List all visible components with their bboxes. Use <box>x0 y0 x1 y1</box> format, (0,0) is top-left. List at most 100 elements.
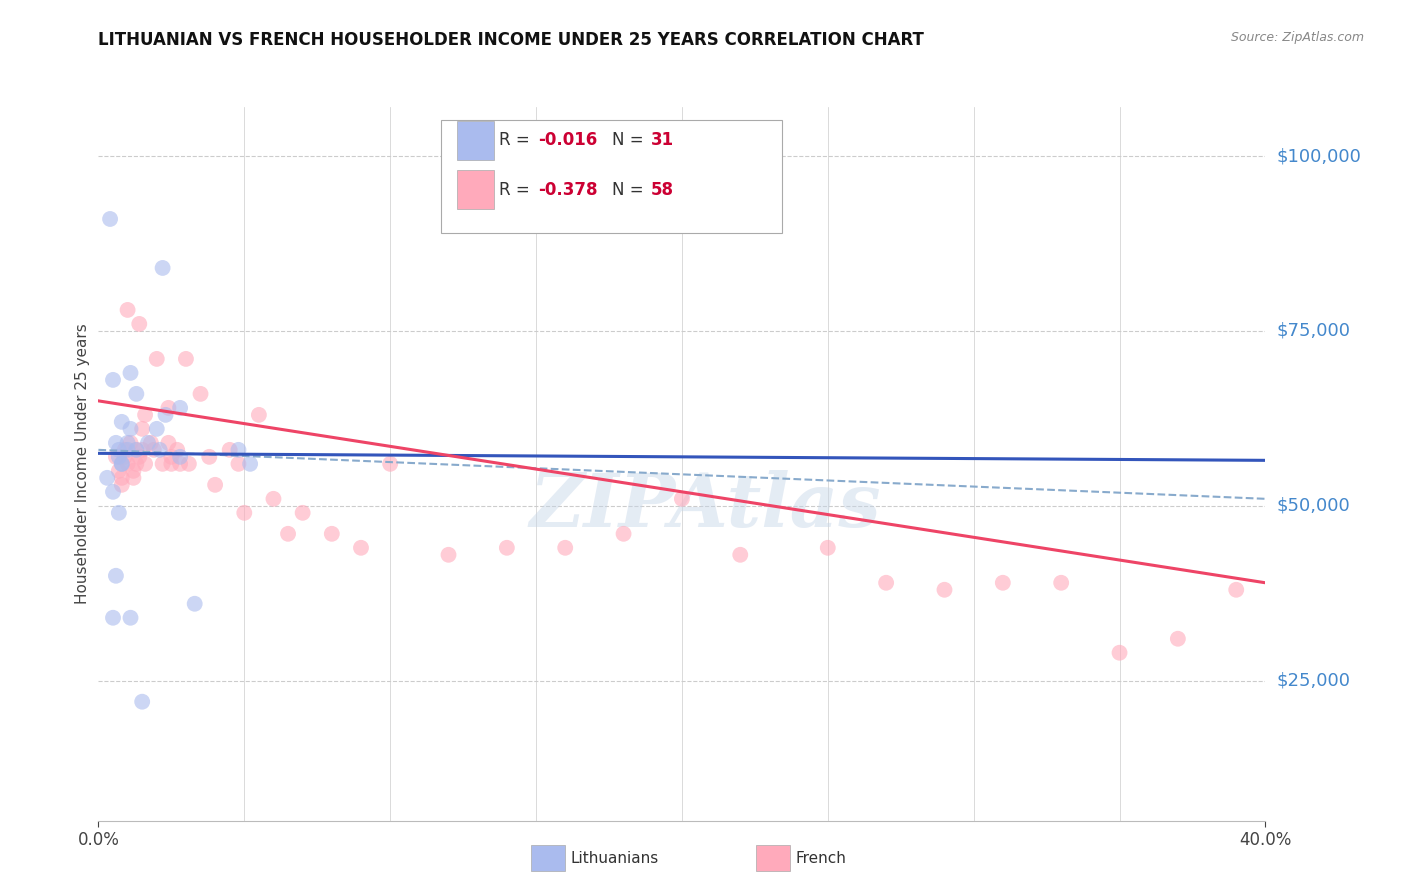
Point <box>228 442 250 457</box>
Point <box>612 526 634 541</box>
Point <box>122 471 145 485</box>
Point <box>108 464 131 478</box>
Point <box>183 597 205 611</box>
Point <box>108 506 131 520</box>
Point <box>146 351 169 366</box>
Point <box>991 575 1014 590</box>
Text: $100,000: $100,000 <box>1277 147 1361 165</box>
Text: -0.016: -0.016 <box>538 131 598 149</box>
Point <box>139 435 162 450</box>
Point <box>262 491 284 506</box>
Point <box>117 302 139 317</box>
Text: 31: 31 <box>651 131 673 149</box>
Point <box>160 450 183 464</box>
Point <box>204 478 226 492</box>
Text: 58: 58 <box>651 181 673 199</box>
Point <box>111 471 134 485</box>
Point <box>1167 632 1189 646</box>
Point <box>495 541 517 555</box>
Point <box>177 457 200 471</box>
Text: $50,000: $50,000 <box>1277 497 1350 515</box>
Point <box>671 491 693 506</box>
Point <box>277 526 299 541</box>
Point <box>218 442 240 457</box>
Point <box>149 442 172 457</box>
Point <box>291 506 314 520</box>
Point <box>157 401 180 415</box>
Point <box>104 568 127 582</box>
Point <box>190 387 212 401</box>
Point <box>131 442 153 457</box>
Point <box>128 317 150 331</box>
Point <box>228 457 250 471</box>
Point <box>131 422 153 436</box>
Point <box>239 457 262 471</box>
Point <box>169 457 191 471</box>
Point <box>152 457 174 471</box>
Point <box>134 457 156 471</box>
Point <box>101 484 124 499</box>
Point <box>122 464 145 478</box>
Point <box>117 457 139 471</box>
Point <box>101 373 124 387</box>
Point <box>125 387 148 401</box>
Point <box>111 415 134 429</box>
Text: Source: ZipAtlas.com: Source: ZipAtlas.com <box>1230 31 1364 45</box>
Point <box>1108 646 1130 660</box>
Point <box>125 442 148 457</box>
Point <box>117 442 139 457</box>
Point <box>104 450 127 464</box>
Point <box>152 260 174 275</box>
Point <box>125 442 148 457</box>
Point <box>554 541 576 555</box>
Point <box>111 457 134 471</box>
Point <box>111 457 134 471</box>
Text: R =: R = <box>499 131 536 149</box>
Point <box>321 526 343 541</box>
Point <box>160 457 183 471</box>
Point <box>1225 582 1247 597</box>
Text: LITHUANIAN VS FRENCH HOUSEHOLDER INCOME UNDER 25 YEARS CORRELATION CHART: LITHUANIAN VS FRENCH HOUSEHOLDER INCOME … <box>98 31 924 49</box>
Point <box>117 435 139 450</box>
Point <box>120 422 142 436</box>
Point <box>198 450 221 464</box>
Text: French: French <box>796 851 846 865</box>
Point <box>169 401 191 415</box>
Point <box>96 471 118 485</box>
Point <box>136 435 159 450</box>
Point <box>174 351 197 366</box>
Point <box>142 442 165 457</box>
Point <box>233 506 256 520</box>
Text: ZIPAtlas: ZIPAtlas <box>530 470 882 543</box>
Point <box>114 442 136 457</box>
Point <box>817 541 839 555</box>
Point <box>437 548 460 562</box>
Point <box>134 408 156 422</box>
Point <box>108 450 131 464</box>
Point <box>120 611 142 625</box>
Point <box>155 408 177 422</box>
Point <box>131 695 153 709</box>
Text: N =: N = <box>612 131 648 149</box>
Text: -0.378: -0.378 <box>538 181 598 199</box>
Point <box>166 442 188 457</box>
Point <box>247 408 270 422</box>
Point <box>169 450 191 464</box>
Point <box>120 366 142 380</box>
Point <box>104 435 127 450</box>
Point <box>728 548 751 562</box>
Point <box>108 442 131 457</box>
Text: N =: N = <box>612 181 648 199</box>
Point <box>120 435 142 450</box>
Point <box>934 582 956 597</box>
Point <box>111 478 134 492</box>
Point <box>146 422 169 436</box>
Point <box>128 450 150 464</box>
Point <box>350 541 373 555</box>
Point <box>101 611 124 625</box>
Point <box>378 457 402 471</box>
Point <box>125 457 148 471</box>
Point <box>875 575 897 590</box>
Point <box>1050 575 1073 590</box>
Point <box>157 435 180 450</box>
